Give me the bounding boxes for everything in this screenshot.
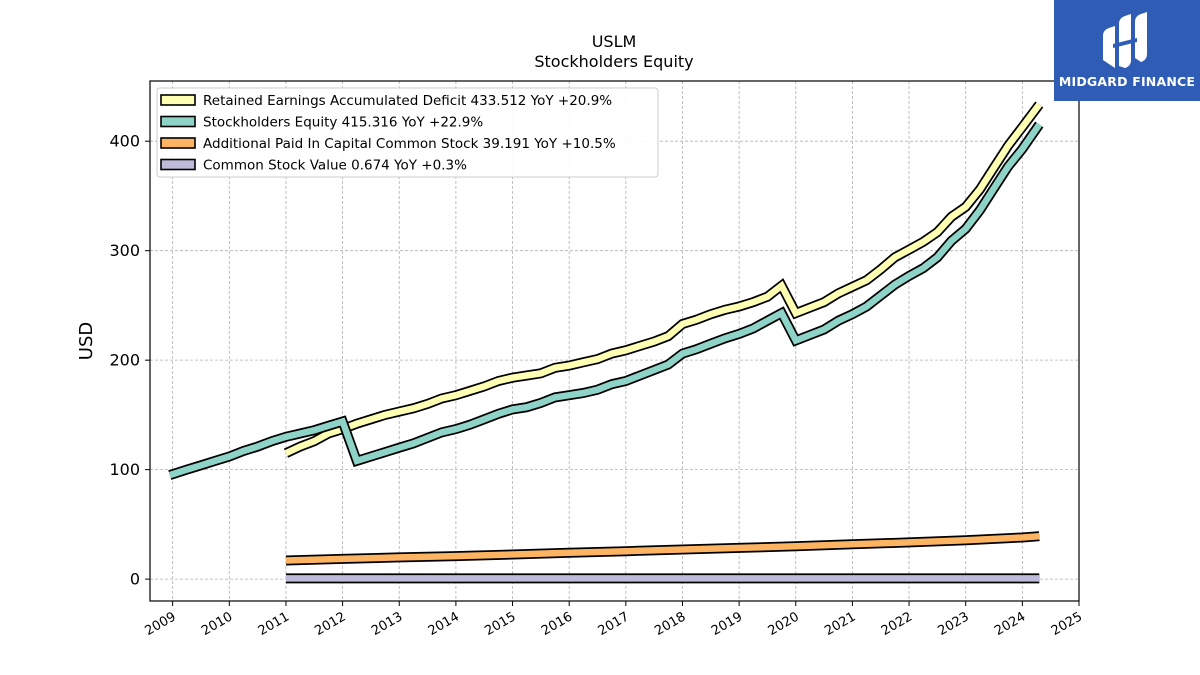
y-tick-label: 100 bbox=[109, 460, 140, 479]
x-tick-label: 2013 bbox=[369, 609, 405, 639]
legend-label: Retained Earnings Accumulated Deficit 43… bbox=[203, 93, 612, 109]
x-tick-label: 2015 bbox=[482, 609, 518, 639]
series-layer bbox=[168, 101, 1044, 584]
legend-swatch bbox=[160, 137, 196, 149]
legend-label: Stockholders Equity 415.316 YoY +22.9% bbox=[203, 115, 483, 131]
x-tick-label: 2018 bbox=[652, 609, 688, 639]
y-tick-label: 300 bbox=[109, 241, 140, 260]
y-axis-label: USD bbox=[76, 322, 97, 360]
series-line-stockholders-equity bbox=[168, 122, 1042, 479]
brand-name: MIDGARD FINANCE bbox=[1058, 74, 1196, 89]
x-tick-label: 2023 bbox=[936, 609, 972, 639]
legend-swatch bbox=[160, 94, 196, 106]
chart-title: USLM bbox=[592, 32, 637, 51]
x-tick-label: 2024 bbox=[992, 609, 1028, 639]
x-tick-label: 2019 bbox=[709, 609, 745, 639]
x-tick-label: 2021 bbox=[822, 609, 858, 639]
legend-swatch bbox=[160, 158, 196, 171]
legend-swatch bbox=[160, 115, 196, 128]
y-tick-label: 400 bbox=[109, 132, 140, 151]
x-tick-label: 2025 bbox=[1049, 609, 1085, 639]
y-tick-label: 0 bbox=[130, 570, 140, 589]
x-tick-label: 2014 bbox=[426, 609, 462, 639]
legend: Retained Earnings Accumulated Deficit 43… bbox=[156, 87, 659, 178]
x-tick-label: 2010 bbox=[199, 609, 235, 639]
brand-logo: MIDGARD FINANCE bbox=[1054, 0, 1200, 101]
legend-frame bbox=[156, 87, 659, 178]
y-tick-label: 200 bbox=[109, 351, 140, 370]
plot-frame bbox=[149, 80, 1080, 602]
x-tick-label: 2022 bbox=[879, 609, 915, 639]
series-line-retained-earnings-accumulated-deficit bbox=[284, 102, 1042, 457]
x-tick-label: 2012 bbox=[312, 609, 348, 639]
logo-mark-icon bbox=[1103, 12, 1147, 68]
legend-label: Common Stock Value 0.674 YoY +0.3% bbox=[203, 158, 467, 174]
x-tick-label: 2016 bbox=[539, 609, 575, 639]
x-tick-label: 2020 bbox=[766, 609, 802, 639]
chart-subtitle: Stockholders Equity bbox=[534, 52, 693, 71]
y-axis: 0 100 200 300 400 bbox=[109, 132, 150, 589]
x-tick-label: 2011 bbox=[256, 609, 292, 639]
legend-label: Additional Paid In Capital Common Stock … bbox=[203, 136, 616, 152]
x-tick-label: 2009 bbox=[142, 609, 178, 639]
x-tick-label: 2017 bbox=[596, 609, 632, 639]
series-line-additional-paid-in-capital-common-stock bbox=[285, 532, 1040, 564]
x-axis: 2009 2010 2011 2012 2013 2014 2015 2016 2017 2018… bbox=[142, 601, 1085, 639]
